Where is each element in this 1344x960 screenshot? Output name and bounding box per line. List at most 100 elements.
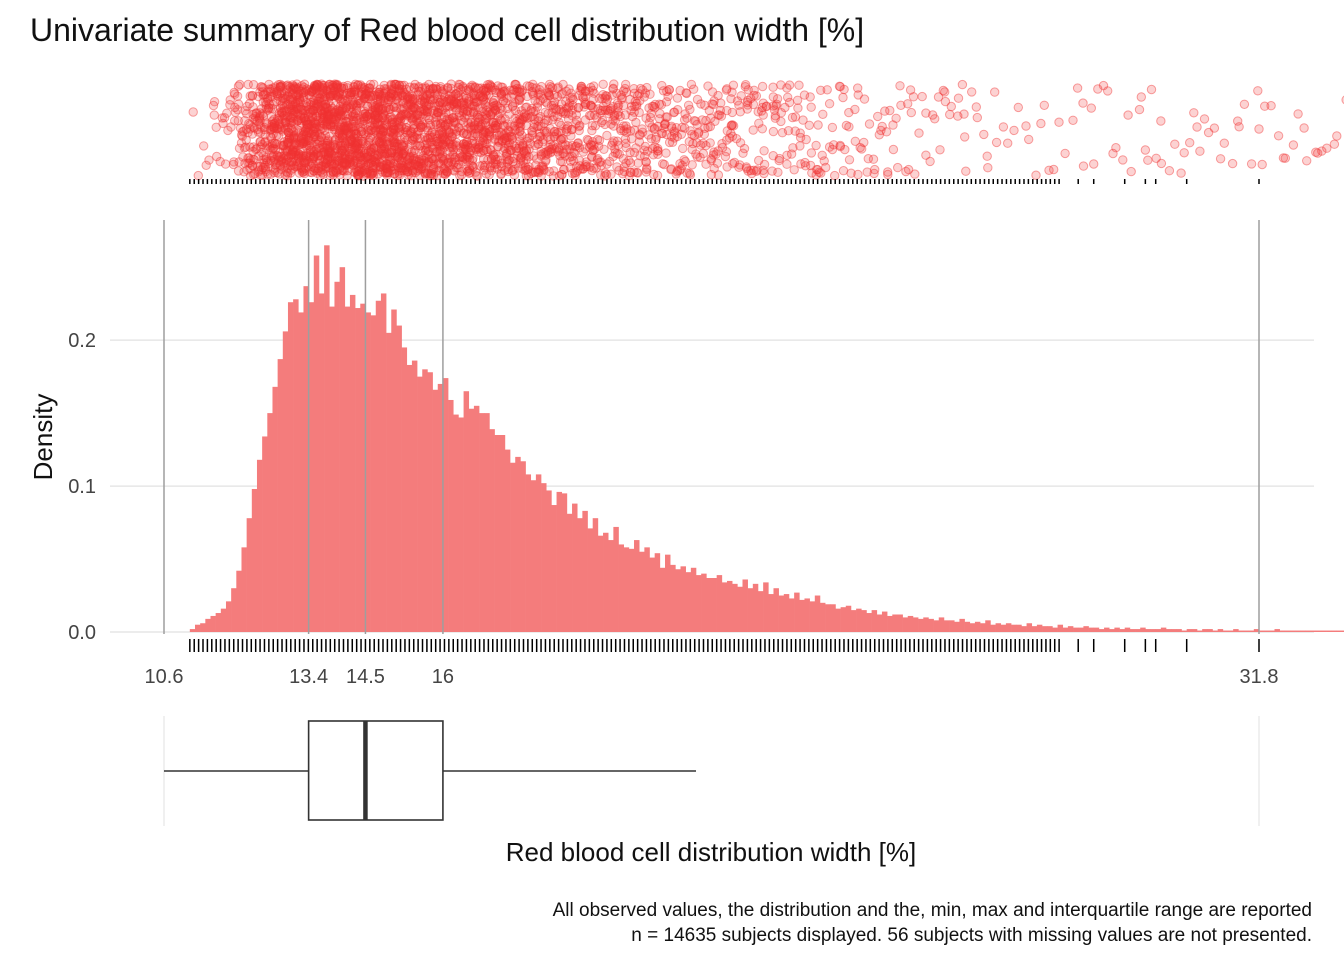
histogram-bar xyxy=(572,503,578,632)
jitter-point xyxy=(243,153,253,163)
jitter-point xyxy=(804,120,814,131)
jitter-point xyxy=(283,137,293,148)
jitter-point xyxy=(244,153,254,163)
jitter-point xyxy=(292,125,303,135)
jitter-point xyxy=(268,129,278,139)
jitter-point xyxy=(289,83,299,93)
jitter-point xyxy=(283,152,294,163)
jitter-point xyxy=(893,162,903,173)
jitter-point xyxy=(284,104,295,114)
jitter-point xyxy=(296,114,306,124)
jitter-point xyxy=(281,115,291,125)
jitter-point xyxy=(888,144,899,155)
jitter-point xyxy=(629,167,639,177)
jitter-point xyxy=(930,114,940,124)
jitter-point xyxy=(895,81,905,91)
jitter-point xyxy=(267,138,278,149)
jitter-point xyxy=(266,133,277,143)
jitter-point xyxy=(261,155,272,165)
histogram-bar xyxy=(902,617,909,632)
jitter-point xyxy=(678,143,688,154)
jitter-point xyxy=(230,116,240,126)
histogram-bar xyxy=(892,614,898,632)
jitter-point xyxy=(1049,164,1059,175)
jitter-point xyxy=(229,157,239,167)
jitter-point xyxy=(260,136,271,147)
histogram-bar xyxy=(391,309,397,632)
jitter-point xyxy=(243,127,253,138)
jitter-point xyxy=(1179,148,1189,158)
jitter-point xyxy=(298,137,308,147)
jitter-point xyxy=(296,162,306,173)
histogram-bar xyxy=(737,586,743,632)
jitter-point xyxy=(248,146,258,157)
jitter-point xyxy=(1146,84,1157,95)
jitter-point xyxy=(258,162,268,173)
histogram-bar xyxy=(551,505,557,632)
jitter-point xyxy=(290,97,301,108)
jitter-point xyxy=(240,142,251,152)
jitter-point xyxy=(296,116,307,126)
jitter-point xyxy=(830,170,840,181)
jitter-point xyxy=(1239,99,1250,110)
jitter-point xyxy=(263,105,273,115)
histogram-bar xyxy=(1124,627,1131,632)
histogram-bar xyxy=(448,399,454,632)
jitter-point xyxy=(953,93,964,103)
jitter-point xyxy=(288,100,298,111)
jitter-point xyxy=(230,102,240,113)
histogram-bar xyxy=(783,594,790,632)
jitter-point xyxy=(634,107,644,118)
histogram-bar xyxy=(1026,623,1033,632)
jitter-point xyxy=(280,124,290,135)
jitter-point xyxy=(827,122,838,133)
jitter-point xyxy=(275,79,286,90)
jitter-point xyxy=(229,87,239,98)
jitter-point xyxy=(844,155,855,165)
jitter-point xyxy=(296,138,306,149)
jitter-point xyxy=(241,124,252,135)
jitter-point xyxy=(204,155,214,165)
jitter-point xyxy=(266,84,276,95)
jitter-point xyxy=(698,148,708,159)
histogram-bar xyxy=(561,493,568,632)
jitter-point xyxy=(282,85,292,95)
jitter-point xyxy=(276,88,287,98)
jitter-point xyxy=(263,93,273,103)
jitter-point xyxy=(990,87,1000,97)
histogram-bar xyxy=(484,413,490,632)
histogram-bar xyxy=(1248,630,1255,632)
jitter-point xyxy=(297,163,307,174)
jitter-point xyxy=(1322,143,1332,153)
jitter-point xyxy=(979,129,989,140)
jitter-point xyxy=(236,130,247,140)
jitter-point xyxy=(262,141,273,151)
jitter-point xyxy=(925,156,935,167)
histogram-bar xyxy=(742,579,748,632)
jitter-point xyxy=(811,140,821,151)
jitter-point xyxy=(282,139,293,150)
histogram-bar xyxy=(752,583,759,632)
jitter-point xyxy=(291,102,302,112)
jitter-point xyxy=(283,168,293,178)
jitter-point xyxy=(877,121,887,132)
histogram-bar xyxy=(649,557,655,632)
jitter-point xyxy=(1227,158,1238,169)
jitter-point xyxy=(1246,159,1257,169)
jitter-point xyxy=(264,84,275,94)
jitter-point xyxy=(267,141,277,151)
histogram-bar xyxy=(225,601,232,632)
jitter-panel xyxy=(188,79,1344,181)
histogram-bar xyxy=(231,588,237,632)
jitter-point xyxy=(257,82,267,92)
jitter-point xyxy=(281,157,291,168)
jitter-point xyxy=(290,83,301,94)
histogram-bar xyxy=(809,601,816,632)
jitter-point xyxy=(1170,139,1180,149)
jitter-point xyxy=(299,137,310,147)
jitter-point xyxy=(903,99,913,109)
jitter-point xyxy=(230,107,241,118)
jitter-point xyxy=(288,132,299,142)
jitter-point xyxy=(288,133,298,143)
histogram-bar xyxy=(499,435,506,632)
